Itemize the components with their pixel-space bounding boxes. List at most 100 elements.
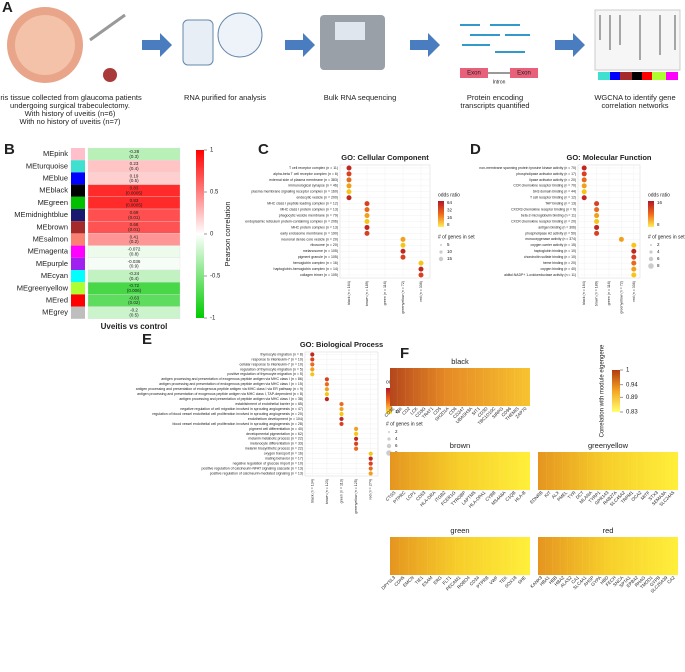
module-label: MEmidnightblue: [14, 210, 68, 219]
gene-label: CD5: [432, 406, 442, 416]
enrichment-dot: [339, 416, 344, 422]
cell-value: 0.83: [130, 198, 139, 203]
module-label: MEred: [46, 295, 68, 304]
gene-label: HLA-B: [514, 490, 527, 503]
enrichment-dot: [324, 382, 329, 387]
transcript-lines: [460, 24, 530, 53]
enrichment-dot: [310, 352, 315, 357]
enrichment-dot: [346, 189, 352, 195]
colorbar-tick-label: -1: [210, 316, 216, 322]
gene-label: DCT: [575, 490, 585, 500]
term-label: haptoglobin-hemoglobin complex (n = 14): [274, 267, 339, 271]
cell-value: -0.072: [128, 247, 141, 252]
module-label: MEturquoise: [26, 161, 68, 170]
enrichment-dot: [594, 230, 600, 236]
gene-label: CA2: [666, 575, 676, 585]
heatmap: [390, 452, 530, 490]
intron-label: Intron: [493, 79, 506, 85]
legend-tick-label: 8: [657, 222, 660, 227]
step-label: Protein encoding: [467, 93, 523, 102]
enrichment-dot: [618, 236, 624, 242]
enrichment-dot: [368, 456, 373, 461]
term-label: response to interleukin-7 (n = 10): [252, 357, 303, 361]
cell-p: (0.02): [128, 300, 140, 305]
enrichment-dot: [581, 183, 587, 189]
cell-value: 0.83: [130, 186, 139, 191]
enrichment-dot: [346, 165, 352, 171]
module-swatch: [71, 209, 85, 222]
enrichment-dot: [346, 183, 352, 189]
module-swatch: [71, 245, 85, 258]
module-swatch: [71, 160, 85, 173]
term-label: neuronal dense core vesicle (n = 20): [281, 237, 338, 241]
gene-label: LCK: [409, 406, 419, 416]
gene-label: TIE1: [414, 575, 425, 586]
legend-size-dot: [648, 256, 654, 262]
enrichment-dot: [400, 236, 406, 242]
module-axis-label: red (n = 336): [419, 281, 423, 302]
module-label: MEblack: [39, 186, 68, 195]
module-axis-label: green (n = 113): [339, 479, 343, 503]
panel-letter: B: [4, 141, 15, 158]
cell-value: -0.72: [129, 283, 140, 288]
gene-label: STX3: [647, 490, 659, 502]
heatmap-title: brown: [450, 441, 470, 450]
enrichment-dot: [418, 260, 424, 266]
term-label: hemoglobin complex (n = 16): [293, 261, 338, 265]
cell-value: 0.68: [130, 222, 139, 227]
gene-label: CD6: [448, 406, 458, 416]
term-label: alpha-beta T cell receptor complex (n = …: [273, 172, 338, 176]
enrichment-dot: [364, 219, 370, 224]
module-swatch: [71, 257, 85, 270]
enrichment-dot: [631, 242, 637, 248]
legend-tick-label: 16: [395, 409, 401, 414]
gene-label: MITF: [640, 490, 651, 501]
module-axis-label: brown (n = 189): [365, 281, 369, 306]
enrichment-dot: [354, 446, 359, 451]
term-label: MHC protein complex (n = 13): [291, 225, 338, 229]
term-label: negative regulation of glucose import (n…: [233, 462, 303, 466]
module-label: MEgreen: [38, 198, 68, 207]
heatmap: [538, 452, 678, 490]
module-axis-label: red (n = 274): [369, 479, 373, 500]
colorbar-tick-label: 0.83: [626, 410, 638, 416]
x-label: Uveitis vs control: [101, 322, 168, 331]
enrichment-dot: [346, 177, 352, 183]
legend-tick-label: 5: [447, 242, 450, 247]
term-label: TAP binding (n = 13): [545, 202, 576, 206]
module-label: MEblue: [43, 173, 68, 182]
gene-label: SIT1: [471, 406, 482, 417]
module-color-bar: [598, 72, 678, 80]
term-label: melanin biosynthetic process (n = 22): [245, 447, 303, 451]
cell-value: 0.23: [130, 161, 139, 166]
step-label: RNA purified for analysis: [184, 93, 266, 102]
cell-p: (0.5): [129, 178, 139, 183]
module-axis-label: black (n = 164): [582, 281, 586, 305]
module-axis-label: red (n = 336): [632, 281, 636, 302]
term-label: oxygen binding (n = 40): [540, 267, 576, 271]
gene-label: SHE: [517, 575, 527, 585]
enrichment-dot: [594, 224, 600, 230]
panel-letter: C: [258, 141, 269, 158]
enrichment-dot: [364, 207, 370, 213]
term-label: endoplasmic reticulum protein-containing…: [245, 219, 338, 223]
module-label: MEpink: [43, 149, 68, 158]
term-label: antigen processing and presentation of e…: [137, 392, 303, 396]
term-label: SH3 domain binding (n = 44): [533, 190, 576, 194]
module-axis-label: greenyellow (n = 72): [401, 281, 405, 314]
enrichment-dot: [581, 177, 587, 183]
term-label: early endosome membrane (n = 190): [280, 231, 338, 235]
step-label: undergoing surgical trabeculectomy.: [10, 101, 130, 110]
tube-icon: [182, 19, 214, 66]
term-label: heme binding (n = 20): [543, 261, 576, 265]
step-label: correlation networks: [601, 101, 668, 110]
cell-p: (0.4): [129, 166, 139, 171]
term-label: CCR chemokine receptor binding (n = 70): [513, 184, 576, 188]
legend-colorbar: [648, 201, 654, 227]
legend-title: # of genes in set: [648, 234, 685, 240]
gene-label: CA1: [570, 575, 580, 585]
cell-p: (0.01): [128, 227, 140, 232]
module-label: MEcyan: [41, 271, 68, 280]
cell-p: (0.4): [129, 276, 139, 281]
cell-p: (0.3): [129, 154, 139, 159]
